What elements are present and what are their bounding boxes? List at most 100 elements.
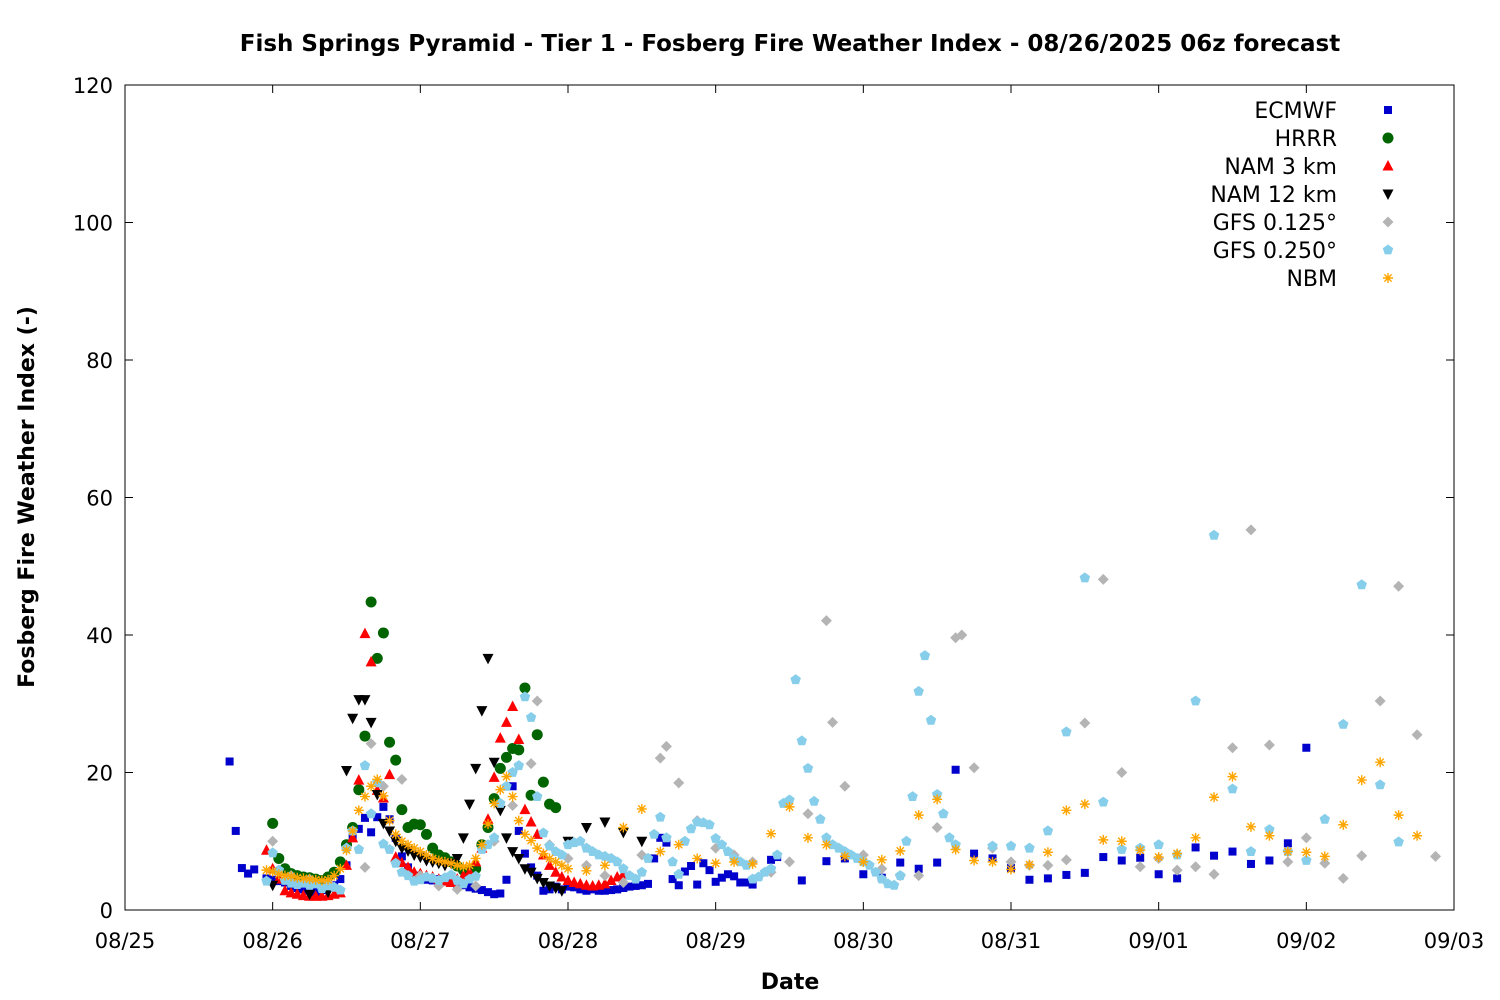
data-point xyxy=(636,866,648,877)
data-point xyxy=(808,795,820,806)
data-point xyxy=(513,760,524,771)
data-point xyxy=(353,805,364,816)
data-point xyxy=(537,776,549,788)
data-point xyxy=(687,862,696,870)
data-point xyxy=(508,782,517,791)
data-point xyxy=(925,714,937,725)
data-point xyxy=(544,853,555,864)
data-point xyxy=(1319,813,1330,824)
data-point xyxy=(316,875,327,886)
data-point xyxy=(538,827,549,838)
data-point xyxy=(1246,859,1255,868)
data-point xyxy=(1062,870,1071,879)
data-point xyxy=(802,832,813,843)
data-point xyxy=(1153,839,1164,850)
data-point xyxy=(359,695,371,706)
data-point xyxy=(507,847,519,858)
data-point xyxy=(457,833,469,844)
data-point xyxy=(660,740,672,752)
data-point xyxy=(550,866,562,877)
data-point xyxy=(513,744,525,756)
data-point xyxy=(611,871,623,882)
data-point xyxy=(705,866,714,875)
data-point xyxy=(323,874,334,885)
data-point xyxy=(599,860,610,871)
data-point xyxy=(527,863,536,872)
data-point xyxy=(359,760,371,771)
data-point xyxy=(631,881,640,890)
data-point xyxy=(630,873,641,884)
data-point xyxy=(747,858,758,869)
data-point xyxy=(685,823,697,834)
data-point xyxy=(539,886,548,895)
data-point xyxy=(446,858,457,869)
data-point xyxy=(353,784,365,796)
data-point xyxy=(618,863,629,874)
data-point xyxy=(451,853,463,865)
data-point xyxy=(377,627,389,639)
data-point xyxy=(544,859,556,870)
data-point xyxy=(379,802,388,811)
data-point xyxy=(390,851,402,862)
data-point xyxy=(821,839,832,850)
data-point xyxy=(390,754,402,766)
data-point xyxy=(470,870,481,881)
data-point xyxy=(1228,847,1237,856)
data-point xyxy=(464,860,475,871)
data-point xyxy=(913,685,924,696)
data-point xyxy=(1097,573,1109,585)
data-point xyxy=(643,879,652,888)
data-point xyxy=(914,864,923,873)
data-point xyxy=(1024,842,1035,853)
data-point xyxy=(1209,792,1220,803)
x-tick-label: 08/31 xyxy=(981,929,1042,953)
data-point xyxy=(820,615,832,627)
data-point xyxy=(525,816,537,827)
data-point xyxy=(575,835,586,846)
data-point xyxy=(488,757,500,769)
data-point xyxy=(500,833,512,844)
data-point xyxy=(513,733,525,744)
data-point xyxy=(420,828,432,840)
data-point xyxy=(821,832,832,843)
data-point xyxy=(599,817,611,828)
data-point xyxy=(784,856,795,868)
data-point xyxy=(378,838,389,849)
data-point xyxy=(377,818,389,830)
data-point xyxy=(329,870,340,881)
data-point xyxy=(1173,874,1182,883)
data-point xyxy=(919,650,931,661)
data-point xyxy=(1117,856,1126,865)
data-point xyxy=(802,808,814,820)
data-point xyxy=(722,846,734,856)
data-point xyxy=(396,843,408,855)
data-point xyxy=(384,826,396,837)
data-point xyxy=(390,836,402,848)
data-point xyxy=(304,874,315,885)
data-point xyxy=(365,717,377,729)
data-point xyxy=(354,824,363,833)
data-point xyxy=(267,835,279,847)
data-point xyxy=(564,882,572,891)
data-point xyxy=(1263,739,1275,751)
data-point xyxy=(1283,839,1292,848)
data-point xyxy=(1005,840,1017,851)
data-point xyxy=(520,849,529,858)
data-point xyxy=(797,876,806,885)
data-point xyxy=(1337,872,1349,884)
data-point xyxy=(501,780,512,791)
data-point xyxy=(470,853,481,864)
data-point xyxy=(1171,864,1183,876)
data-point xyxy=(353,774,365,785)
data-point xyxy=(576,885,585,894)
data-point xyxy=(667,856,678,867)
data-point xyxy=(556,860,567,871)
y-tick-label: 20 xyxy=(86,762,113,786)
data-point xyxy=(1042,847,1053,858)
legend-label: NAM 12 km xyxy=(1210,183,1337,208)
data-point xyxy=(711,877,720,886)
data-point xyxy=(692,853,703,864)
data-point xyxy=(710,833,721,843)
legend-marker xyxy=(1382,244,1394,255)
data-point xyxy=(1245,846,1257,856)
